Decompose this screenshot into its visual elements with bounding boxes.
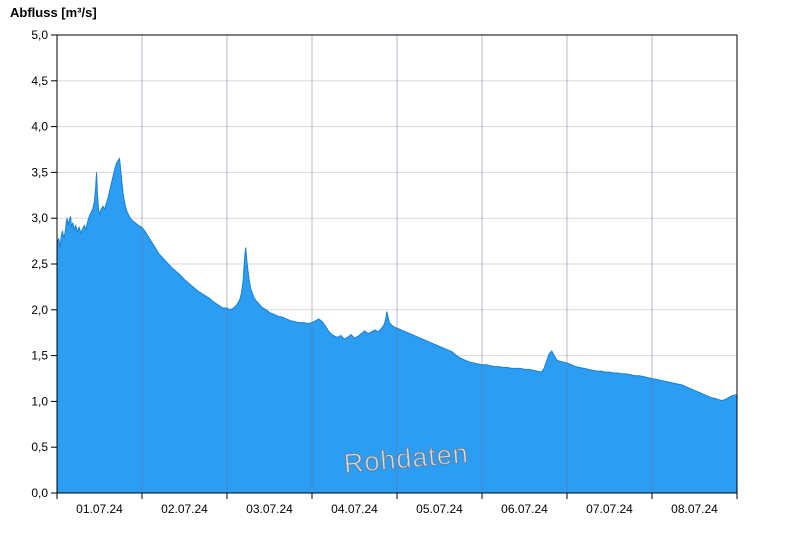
x-tick-label: 07.07.24 <box>586 502 633 516</box>
y-tick-label: 2,5 <box>31 257 48 271</box>
x-tick-label: 02.07.24 <box>161 502 208 516</box>
x-tick-label: 04.07.24 <box>331 502 378 516</box>
y-tick-label: 0,0 <box>31 486 48 500</box>
x-tick-label: 06.07.24 <box>501 502 548 516</box>
y-tick-label: 2,0 <box>31 303 48 317</box>
y-tick-label: 3,5 <box>31 165 48 179</box>
x-tick-label: 05.07.24 <box>416 502 463 516</box>
y-tick-label: 3,0 <box>31 211 48 225</box>
y-tick-label: 4,5 <box>31 74 48 88</box>
y-tick-label: 0,5 <box>31 440 48 454</box>
discharge-line <box>56 157 737 401</box>
x-tick-label: 08.07.24 <box>671 502 718 516</box>
y-tick-label: 5,0 <box>31 28 48 42</box>
x-tick-label: 03.07.24 <box>246 502 293 516</box>
y-tick-label: 1,0 <box>31 394 48 408</box>
chart-title: Abfluss [m³/s] <box>10 5 97 20</box>
y-tick-label: 1,5 <box>31 349 48 363</box>
x-tick-label: 01.07.24 <box>76 502 123 516</box>
y-tick-label: 4,0 <box>31 120 48 134</box>
